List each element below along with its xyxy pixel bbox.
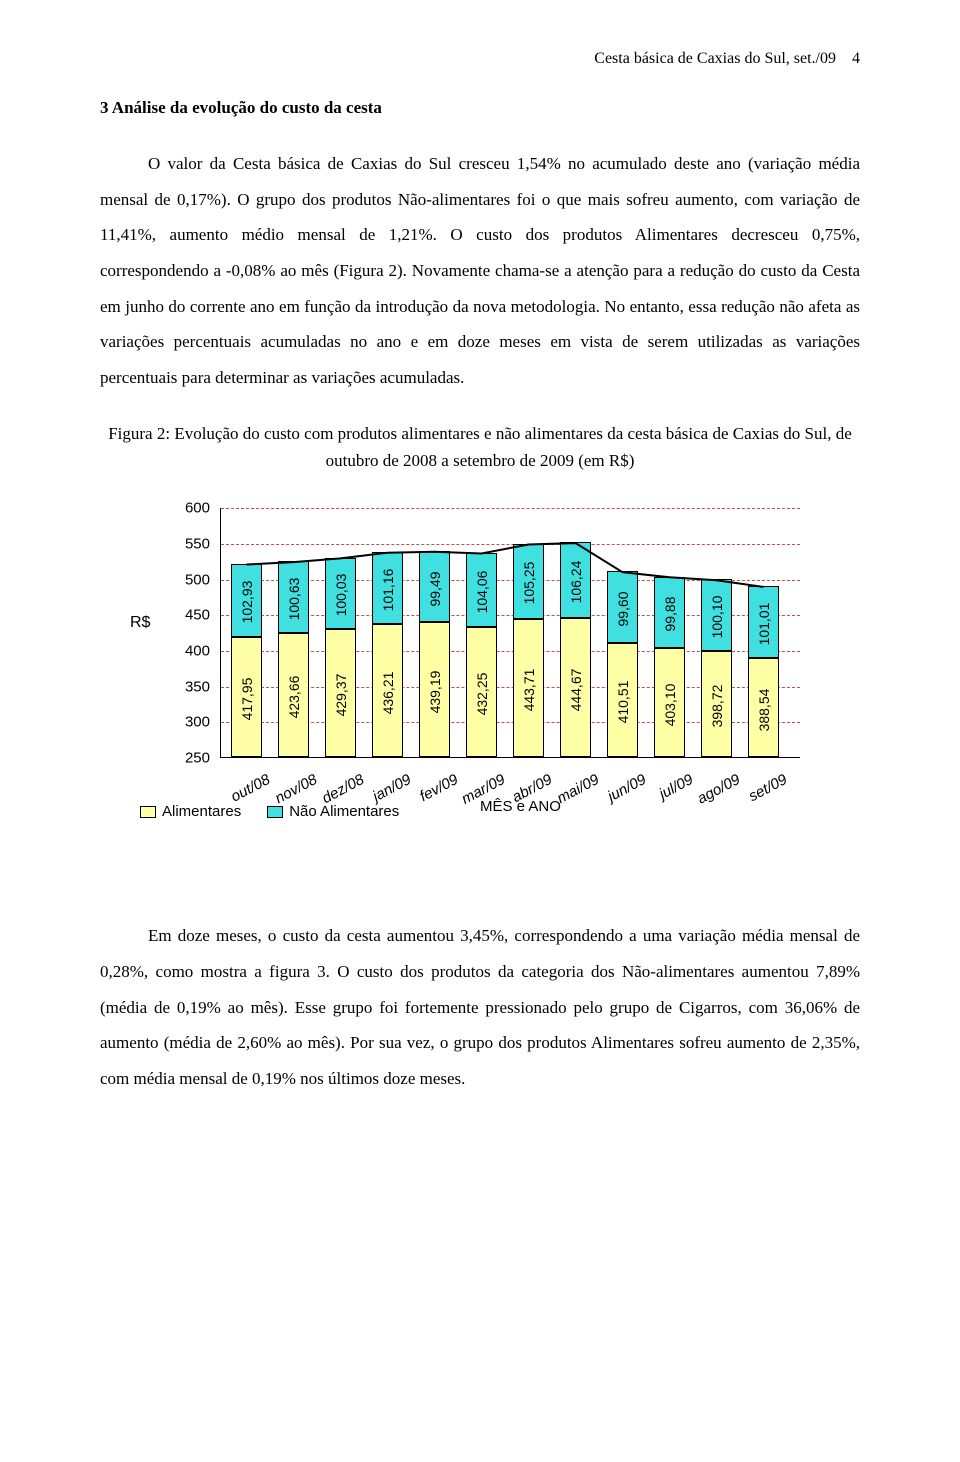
bar-segment-alimentares: 439,19 bbox=[419, 622, 450, 757]
y-axis-title: R$ bbox=[130, 614, 150, 632]
bar-value-alimentares: 423,66 bbox=[286, 667, 302, 727]
legend-swatch-alimentares bbox=[140, 806, 156, 818]
x-axis-title: MÊS e ANO bbox=[480, 798, 561, 815]
bar-value-nao: 99,49 bbox=[427, 559, 443, 619]
bar-value-alimentares: 444,67 bbox=[568, 660, 584, 720]
bar-segment-alimentares: 417,95 bbox=[231, 637, 262, 757]
y-tick-label: 250 bbox=[150, 750, 210, 767]
figure2-chart: R$ 250 300 350 400 450 500 550 600 417,95 102,93… bbox=[110, 498, 850, 878]
bar-value-nao: 102,93 bbox=[239, 572, 255, 632]
bar-value-nao: 99,60 bbox=[615, 579, 631, 639]
chart-legend: Alimentares Não Alimentares bbox=[140, 803, 399, 820]
bar-value-nao: 100,10 bbox=[709, 587, 725, 647]
bar-value-nao: 99,88 bbox=[662, 584, 678, 644]
bar-segment-alimentares: 436,21 bbox=[372, 624, 403, 757]
chart-plot-area: 417,95 102,93 423,66 100,63 429,37 100,03 436,… bbox=[220, 508, 800, 758]
bar-segment-alimentares: 388,54 bbox=[748, 658, 779, 757]
bar-value-alimentares: 443,71 bbox=[521, 660, 537, 720]
bar-segment-alimentares: 444,67 bbox=[560, 618, 591, 757]
y-tick-label: 600 bbox=[150, 500, 210, 517]
bar-value-alimentares: 436,21 bbox=[380, 663, 396, 723]
page-number: 4 bbox=[852, 50, 860, 67]
bar-value-alimentares: 410,51 bbox=[615, 672, 631, 732]
bar-value-alimentares: 398,72 bbox=[709, 676, 725, 736]
bar-segment-alimentares: 443,71 bbox=[513, 619, 544, 757]
bar-segment-alimentares: 432,25 bbox=[466, 627, 497, 757]
bar-value-alimentares: 403,10 bbox=[662, 675, 678, 735]
y-tick-label: 350 bbox=[150, 678, 210, 695]
bar-segment-nao: 105,25 bbox=[513, 544, 544, 619]
bar-value-alimentares: 429,37 bbox=[333, 665, 349, 725]
y-tick-label: 450 bbox=[150, 607, 210, 624]
bar-segment-nao: 100,63 bbox=[278, 561, 309, 633]
chart-gridline bbox=[221, 508, 800, 509]
bar-value-alimentares: 439,19 bbox=[427, 662, 443, 722]
bar-value-alimentares: 417,95 bbox=[239, 669, 255, 729]
bar-segment-nao: 102,93 bbox=[231, 564, 262, 638]
bar-segment-alimentares: 403,10 bbox=[654, 648, 685, 757]
bar-segment-alimentares: 429,37 bbox=[325, 629, 356, 757]
legend-swatch-nao bbox=[267, 806, 283, 818]
bar-segment-alimentares: 398,72 bbox=[701, 651, 732, 757]
running-header: Cesta básica de Caxias do Sul, set./09 4 bbox=[100, 50, 860, 68]
legend-label-alimentares: Alimentares bbox=[162, 803, 241, 820]
bar-segment-nao: 101,01 bbox=[748, 586, 779, 658]
chart-gridline bbox=[221, 544, 800, 545]
bar-value-nao: 101,01 bbox=[756, 594, 772, 654]
y-tick-label: 300 bbox=[150, 714, 210, 731]
bar-segment-nao: 100,03 bbox=[325, 558, 356, 629]
bar-value-alimentares: 432,25 bbox=[474, 664, 490, 724]
bar-segment-alimentares: 423,66 bbox=[278, 633, 309, 757]
section3-para1: O valor da Cesta básica de Caxias do Sul… bbox=[100, 146, 860, 396]
bar-value-alimentares: 388,54 bbox=[756, 680, 772, 740]
bar-segment-nao: 99,88 bbox=[654, 577, 685, 648]
bar-segment-nao: 106,24 bbox=[560, 542, 591, 618]
section3-title: 3 Análise da evolução do custo da cesta bbox=[100, 98, 860, 118]
running-title: Cesta básica de Caxias do Sul, set./09 bbox=[594, 50, 836, 67]
bar-value-nao: 104,06 bbox=[474, 562, 490, 622]
bar-value-nao: 105,25 bbox=[521, 553, 537, 613]
bar-segment-alimentares: 410,51 bbox=[607, 643, 638, 758]
figure2-caption: Figura 2: Evolução do custo com produtos… bbox=[100, 420, 860, 474]
y-tick-label: 550 bbox=[150, 535, 210, 552]
bar-value-nao: 101,16 bbox=[380, 560, 396, 620]
section3-para2: Em doze meses, o custo da cesta aumentou… bbox=[100, 918, 860, 1096]
bar-segment-nao: 100,10 bbox=[701, 579, 732, 651]
bar-segment-nao: 104,06 bbox=[466, 553, 497, 627]
bar-segment-nao: 101,16 bbox=[372, 552, 403, 624]
legend-label-nao: Não Alimentares bbox=[289, 803, 399, 820]
bar-segment-nao: 99,60 bbox=[607, 571, 638, 642]
bar-value-nao: 100,63 bbox=[286, 569, 302, 629]
y-tick-label: 400 bbox=[150, 643, 210, 660]
bar-value-nao: 100,03 bbox=[333, 565, 349, 625]
bar-value-nao: 106,24 bbox=[568, 552, 584, 612]
y-tick-label: 500 bbox=[150, 571, 210, 588]
bar-segment-nao: 99,49 bbox=[419, 551, 450, 622]
